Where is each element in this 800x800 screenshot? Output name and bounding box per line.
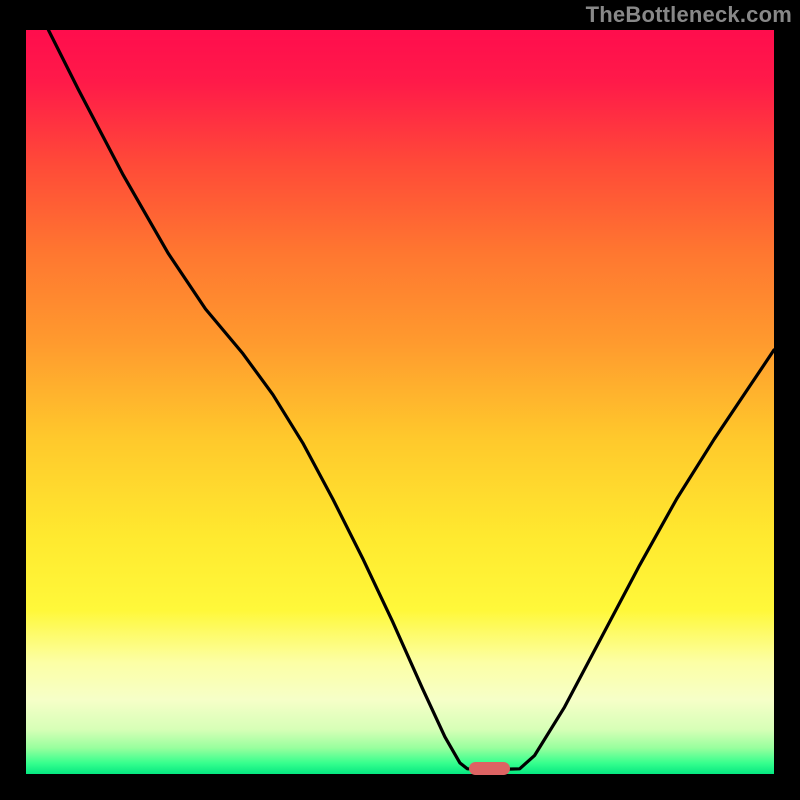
curve-path	[48, 30, 774, 770]
optimal-marker	[469, 762, 510, 775]
watermark-text: TheBottleneck.com	[586, 2, 792, 28]
plot-area	[26, 30, 774, 774]
chart-frame: TheBottleneck.com	[0, 0, 800, 800]
bottleneck-curve	[26, 30, 774, 774]
